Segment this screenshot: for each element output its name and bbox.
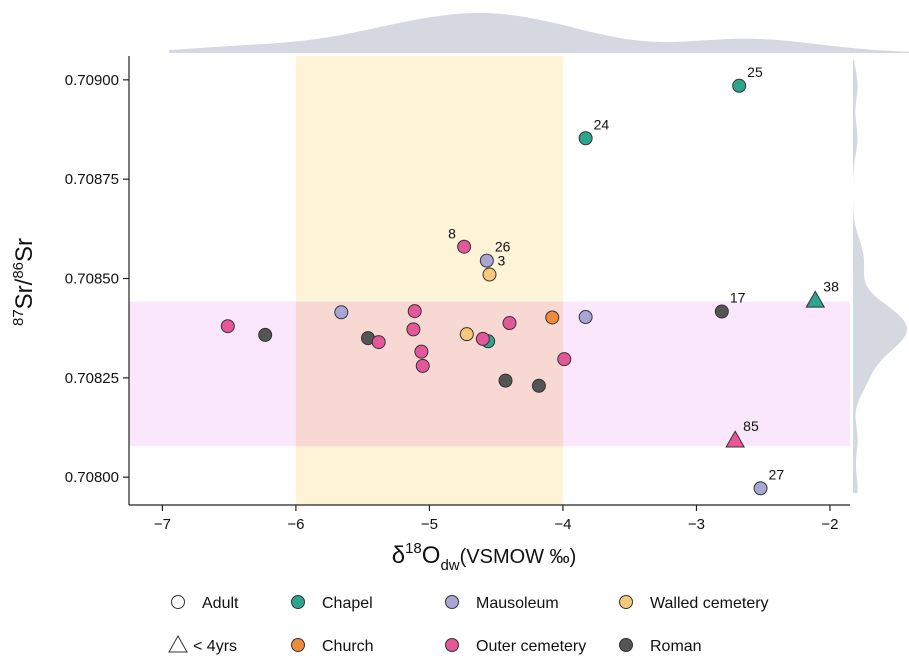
data-points [220, 78, 826, 496]
legend-label: Church [322, 638, 374, 655]
point-outer-cemetery [220, 319, 235, 334]
legend-label: Chapel [322, 595, 373, 612]
legend-marker [445, 595, 459, 609]
point-outer-cemetery [415, 358, 430, 373]
point-label-25: 25 [747, 64, 763, 80]
point-label-8: 8 [448, 226, 456, 242]
legend-item-outer-cemetery: Outer cemetery [445, 638, 586, 655]
x-tick-label: −4 [554, 516, 571, 533]
legend-marker [619, 638, 633, 652]
point-mausoleum [334, 305, 349, 320]
point-label-3: 3 [498, 253, 506, 269]
legend-item-chapel: Chapel [291, 595, 373, 612]
legend-label: Outer cemetery [476, 638, 586, 655]
point-mausoleum [479, 253, 494, 268]
point-mausoleum [753, 481, 768, 496]
point-walled-cemetery [482, 267, 497, 282]
point-outer-cemetery [406, 322, 421, 337]
point-roman [531, 378, 546, 393]
x-tick-label: −3 [688, 516, 705, 533]
tick-marks: −7 −6 −5 −4 −3 −2 0.70900 0.70875 0.70850 0.70825… [65, 72, 839, 533]
x-tick-label: −6 [287, 516, 304, 533]
point-outer-cemetery [475, 331, 490, 346]
legend-item-4yrs: < 4yrs [168, 634, 237, 655]
y-tick-label: 0.70825 [65, 370, 119, 387]
x-tick-label: −2 [821, 516, 838, 533]
point-chapel [732, 78, 747, 93]
legend-item-walled-cemetery: Walled cemetery [619, 595, 769, 612]
y-tick-label: 0.70850 [65, 271, 119, 288]
point-mausoleum [578, 310, 593, 325]
legend-marker [168, 634, 188, 653]
legend-marker [291, 595, 305, 609]
top-marginal-density [169, 13, 909, 53]
legend-marker [171, 595, 185, 609]
legend-label: Adult [202, 595, 239, 612]
point-chapel [578, 131, 593, 146]
point-outer-cemetery [414, 344, 429, 359]
point-label-26: 26 [495, 239, 511, 255]
point-roman [258, 327, 273, 342]
legend-label: Roman [650, 638, 702, 655]
legend-item-church: Church [291, 638, 374, 655]
y-tick-label: 0.70900 [65, 72, 119, 89]
axes [128, 56, 850, 506]
x-axis-label: δ18Odw(VSMOW ‰) [392, 540, 577, 574]
marginal-densities [169, 13, 909, 494]
x-tick-label: −7 [154, 516, 171, 533]
point-outer-cemetery [502, 316, 517, 331]
legend-item-roman: Roman [619, 638, 702, 655]
y-tick-label: 0.70800 [65, 469, 119, 486]
point-outer-cemetery [371, 335, 386, 350]
legend-label: Mausoleum [476, 595, 559, 612]
legend-marker [619, 595, 633, 609]
point-roman [498, 373, 513, 388]
legend-label: < 4yrs [193, 638, 237, 655]
point-label-85: 85 [743, 418, 759, 434]
x-tick-label: −5 [421, 516, 438, 533]
band-overlap [295, 301, 563, 447]
right-marginal-density [853, 60, 907, 494]
point-outer-cemetery [407, 304, 422, 319]
y-axis-label: 87Sr/86Sr [10, 238, 38, 326]
point-roman [714, 304, 729, 319]
legend-item-mausoleum: Mausoleum [445, 595, 559, 612]
point-label-27: 27 [769, 466, 785, 482]
legend: Adult Chapel Mausoleum Walled cemetery < 4yr… [168, 595, 769, 655]
legend-marker [291, 638, 305, 652]
legend-marker [445, 638, 459, 652]
point-labels: 25 24 8 263 38 17 85 27 [448, 64, 839, 483]
point-label-38: 38 [823, 278, 839, 294]
point-walled-cemetery [459, 327, 474, 342]
y-tick-label: 0.70875 [65, 171, 119, 188]
legend-item-adult: Adult [171, 595, 239, 612]
point-outer-cemetery [457, 239, 472, 254]
point-label-24: 24 [594, 116, 610, 132]
point-church [545, 310, 560, 325]
point-label-17: 17 [730, 289, 746, 305]
point-chapel [805, 290, 826, 308]
shaded-bands [129, 56, 850, 505]
legend-label: Walled cemetery [650, 595, 769, 612]
point-outer-cemetery [557, 352, 572, 367]
point-outer-cemetery [725, 430, 746, 448]
